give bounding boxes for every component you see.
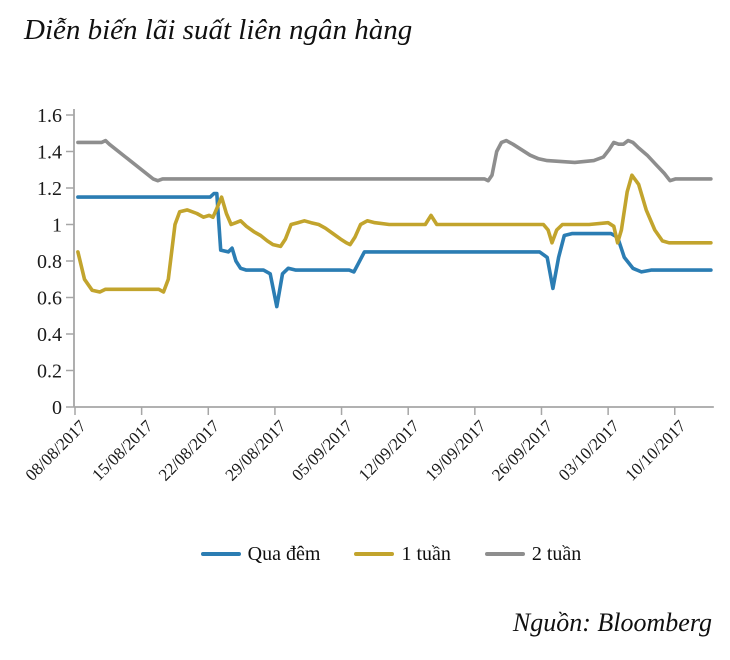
x-tick-label: 08/08/2017 <box>22 416 91 485</box>
chart-legend: Qua đêm 1 tuần 2 tuần <box>0 538 730 570</box>
legend-label-overnight: Qua đêm <box>247 542 321 565</box>
y-tick-label: 1 <box>52 215 62 237</box>
x-tick-label: 15/08/2017 <box>88 416 157 485</box>
line-chart: 0 0.2 0.4 0.6 0.8 1 1.2 1.4 1.6 08/08/2017 15/08/2… <box>0 85 730 525</box>
legend-swatch-week1 <box>354 552 395 556</box>
x-tick-label: 12/09/2017 <box>355 416 424 485</box>
x-tick-label: 03/10/2017 <box>555 416 624 485</box>
y-tick-label: 0.8 <box>37 251 62 273</box>
legend-label-week2: 2 tuần <box>531 542 582 565</box>
y-tick-label: 1.6 <box>37 105 62 127</box>
legend-item-overnight: Qua đêm <box>200 542 321 566</box>
source-credit: Nguồn: Bloomberg <box>512 608 712 637</box>
x-tick-label: 26/09/2017 <box>488 416 557 485</box>
y-tick-label: 0.2 <box>37 361 62 383</box>
y-tick-label: 0 <box>52 397 62 419</box>
figure-title: Diễn biến lãi suất liên ngân hàng <box>24 14 413 46</box>
chart-canvas: 0 0.2 0.4 0.6 0.8 1 1.2 1.4 1.6 08/08/201715/08/2… <box>22 105 714 485</box>
series-line-week2 <box>76 138 713 183</box>
legend-item-week1: 1 tuần <box>354 542 451 566</box>
y-tick-label: 1.2 <box>37 178 62 200</box>
y-tick-label: 1.4 <box>37 142 62 164</box>
legend-item-week2: 2 tuần <box>484 542 582 566</box>
legend-label-week1: 1 tuần <box>401 542 451 565</box>
legend-swatch-week2 <box>484 552 525 556</box>
x-tick-label: 05/09/2017 <box>288 416 357 485</box>
y-tick-label: 0.4 <box>37 324 62 346</box>
x-tick-label: 29/08/2017 <box>222 416 291 485</box>
x-tick-label: 10/10/2017 <box>621 416 690 485</box>
x-tick-label: 22/08/2017 <box>155 416 224 485</box>
legend-swatch-overnight <box>200 552 241 556</box>
series-line-week1 <box>76 173 713 294</box>
y-tick-label: 0.6 <box>37 288 62 310</box>
x-tick-label: 19/09/2017 <box>421 416 490 485</box>
